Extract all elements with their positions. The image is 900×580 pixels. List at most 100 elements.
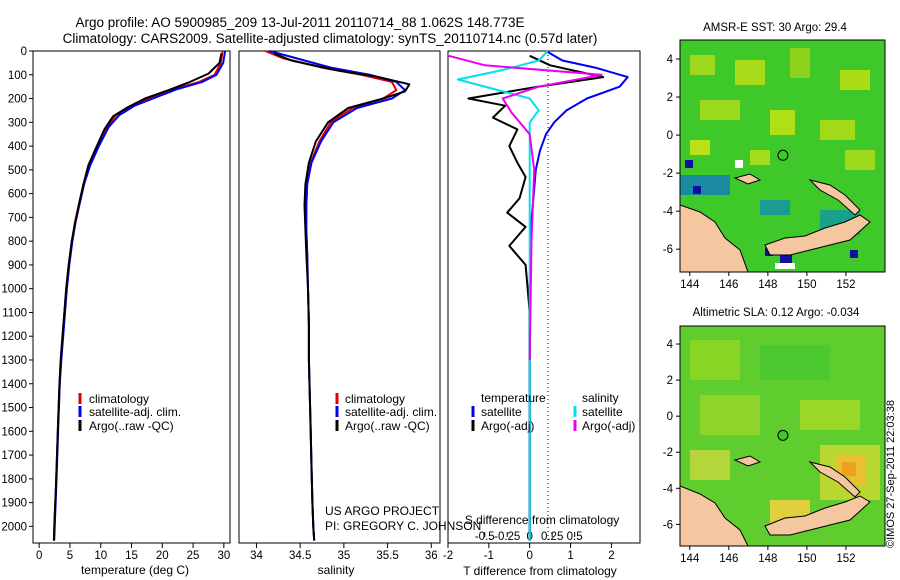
longitude-tick-label: 146 bbox=[719, 553, 738, 565]
sst-cell bbox=[693, 186, 701, 194]
longitude-tick-label: 144 bbox=[680, 279, 700, 291]
land-mass bbox=[733, 173, 762, 185]
sst-cell bbox=[850, 250, 858, 258]
sst-cell bbox=[780, 255, 792, 263]
salinity-tick-label: 35.5 bbox=[376, 550, 398, 562]
latitude-tick-label: -4 bbox=[663, 206, 674, 218]
t-difference-tick-label: -2 bbox=[443, 550, 453, 562]
latitude-tick-label: -6 bbox=[663, 244, 673, 256]
sla-cell bbox=[842, 462, 856, 476]
salinity-tick-label: 35 bbox=[337, 550, 350, 562]
depth-tick-label: 200 bbox=[8, 94, 27, 106]
legend-label-temp-satellite: satellite bbox=[481, 405, 522, 419]
latitude-tick-label: 0 bbox=[667, 130, 673, 142]
satellite-line bbox=[269, 50, 406, 541]
legend-label-temp-argo: Argo(-adj) bbox=[481, 419, 534, 433]
sla-map: Altimetric SLA: 0.12 Argo: -0.034 144 146… bbox=[663, 307, 886, 565]
temp-argo-diff-line bbox=[467, 54, 605, 541]
land-mass bbox=[808, 179, 861, 216]
depth-tick-label: 800 bbox=[8, 236, 27, 248]
legend-label-sal-satellite: satellite bbox=[582, 405, 623, 419]
argo-line bbox=[273, 52, 411, 541]
depth-tick-label: 1300 bbox=[1, 355, 27, 367]
depth-tick-label: 1100 bbox=[2, 307, 27, 319]
difference-lines bbox=[448, 50, 629, 541]
legend-label-sal-argo: Argo(-adj) bbox=[582, 419, 635, 433]
temperature-difference-label: T difference from climatology bbox=[463, 564, 617, 578]
credit-project: US ARGO PROJECT bbox=[325, 504, 440, 518]
sst-cell bbox=[845, 150, 875, 170]
s-difference-tick-label: -0.5 bbox=[475, 531, 495, 543]
legend-label-climatology: climatology bbox=[345, 392, 405, 406]
land-mass bbox=[680, 485, 749, 546]
sla-map-title: Altimetric SLA: 0.12 Argo: -0.034 bbox=[693, 307, 860, 319]
land-mass bbox=[733, 455, 762, 467]
figure-title-line2: Climatology: CARS2009. Satellite-adjuste… bbox=[63, 31, 598, 46]
sla-cell bbox=[800, 400, 860, 430]
sst-cell bbox=[690, 140, 710, 155]
depth-tick-label: 1800 bbox=[1, 474, 27, 486]
salinity-panel-frame bbox=[238, 50, 441, 544]
salinity-lines bbox=[264, 50, 411, 541]
t-difference-tick-label: 2 bbox=[608, 550, 614, 562]
longitude-tick-label: 148 bbox=[758, 553, 777, 565]
sst-cell bbox=[680, 175, 730, 195]
latitude-tick-label: 0 bbox=[667, 411, 673, 423]
salinity-difference-label: S difference from climatology bbox=[465, 513, 620, 527]
temperature-lines bbox=[52, 50, 227, 541]
salinity-legend: climatology satellite-adj. clim. Argo(..… bbox=[335, 392, 437, 433]
t-difference-tick-label: 1 bbox=[567, 550, 573, 562]
temperature-panel-frame bbox=[32, 50, 231, 544]
latitude-tick-label: -2 bbox=[663, 168, 673, 180]
difference-x-axis: -2 -1 0 1 2-0.5 -0.25 0 0.25 0.5 bbox=[443, 531, 615, 562]
credit-pi: PI: GREGORY C. JOHNSON bbox=[325, 519, 481, 533]
temp-satellite-diff-line bbox=[528, 50, 629, 541]
t-difference-tick-label: 0 bbox=[526, 550, 532, 562]
latitude-tick-label: 4 bbox=[667, 339, 674, 351]
legend-label-satellite: satellite-adj. clim. bbox=[345, 405, 437, 419]
longitude-tick-label: 152 bbox=[836, 279, 855, 291]
temperature-legend: climatology satellite-adj. clim. Argo(..… bbox=[78, 392, 181, 433]
sla-cell bbox=[690, 450, 730, 480]
temperature-tick-label: 30 bbox=[217, 550, 230, 562]
longitude-tick-label: 150 bbox=[797, 553, 816, 565]
figure-title-line1: Argo profile: AO 5900985_209 13-Jul-2011… bbox=[75, 15, 524, 30]
climatology-line bbox=[52, 50, 224, 541]
land-mass bbox=[764, 495, 871, 536]
sst-cell bbox=[735, 60, 765, 85]
longitude-tick-label: 144 bbox=[680, 553, 700, 565]
latitude-tick-label: 2 bbox=[667, 92, 673, 104]
sst-cell bbox=[840, 70, 870, 90]
temperature-tick-label: 10 bbox=[94, 550, 107, 562]
salinity-tick-label: 34.5 bbox=[289, 550, 311, 562]
latitude-tick-label: 4 bbox=[667, 54, 674, 66]
sla-map-frame bbox=[679, 325, 886, 547]
sst-cell bbox=[690, 55, 715, 75]
sal-satellite-diff-line bbox=[456, 50, 549, 541]
legend-label-climatology: climatology bbox=[89, 392, 149, 406]
legend-label-satellite: satellite-adj. clim. bbox=[89, 405, 181, 419]
sst-cell bbox=[750, 150, 770, 165]
depth-tick-label: 900 bbox=[8, 260, 27, 272]
sst-cell bbox=[760, 200, 790, 215]
salinity-x-axis: 34 34.5 35 35.5 36 bbox=[250, 543, 438, 562]
land-mass bbox=[680, 204, 749, 272]
sst-map-title: AMSR-E SST: 30 Argo: 29.4 bbox=[703, 22, 847, 34]
legend-label-argo: Argo(..raw -QC) bbox=[345, 419, 430, 433]
depth-tick-label: 300 bbox=[8, 117, 27, 129]
sla-cell bbox=[700, 395, 760, 435]
depth-tick-label: 1500 bbox=[1, 403, 27, 415]
float-position-marker bbox=[777, 149, 789, 161]
difference-panel: -2 -1 0 1 2-0.5 -0.25 0 0.25 0.5 S difference fr… bbox=[443, 50, 641, 578]
temperature-x-axis: 0 5 10 15 20 25 30 bbox=[36, 543, 230, 562]
float-position-marker bbox=[777, 429, 789, 441]
temperature-tick-label: 5 bbox=[67, 550, 73, 562]
depth-tick-label: 600 bbox=[8, 189, 27, 201]
sla-map-axes: 144 146 148 150 152 4 2 0 -2 -4 -6 bbox=[663, 339, 856, 565]
temperature-x-label: temperature (deg C) bbox=[81, 563, 189, 577]
depth-tick-label: 500 bbox=[8, 165, 27, 177]
satellite-line bbox=[53, 50, 227, 541]
s-difference-tick-label: 0.5 bbox=[567, 531, 583, 543]
longitude-tick-label: 152 bbox=[836, 553, 855, 565]
